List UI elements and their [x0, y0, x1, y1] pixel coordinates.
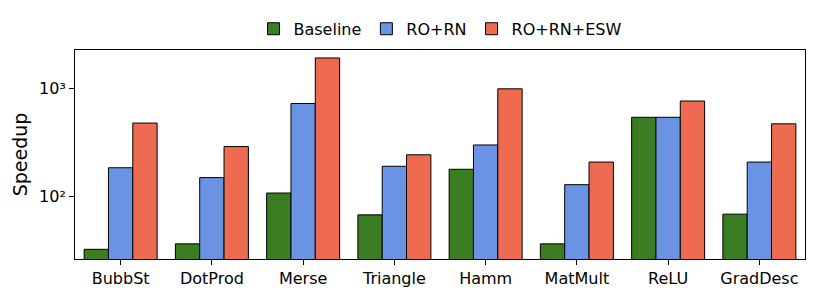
svg-text:BubbSt: BubbSt [92, 269, 150, 288]
svg-text:Hamm: Hamm [459, 269, 512, 288]
svg-text:10²: 10² [39, 187, 66, 206]
svg-text:ReLU: ReLU [648, 269, 688, 288]
svg-text:Merse: Merse [279, 269, 327, 288]
svg-text:Speedup: Speedup [9, 113, 31, 197]
svg-text:Triangle: Triangle [362, 269, 426, 288]
svg-text:RO+RN: RO+RN [406, 20, 466, 39]
svg-text:Baseline: Baseline [294, 20, 362, 39]
svg-text:DotProd: DotProd [180, 269, 244, 288]
svg-text:10³: 10³ [39, 79, 66, 98]
svg-text:GradDesc: GradDesc [720, 269, 798, 288]
svg-text:MatMult: MatMult [545, 269, 610, 288]
svg-text:RO+RN+ESW: RO+RN+ESW [512, 20, 622, 39]
